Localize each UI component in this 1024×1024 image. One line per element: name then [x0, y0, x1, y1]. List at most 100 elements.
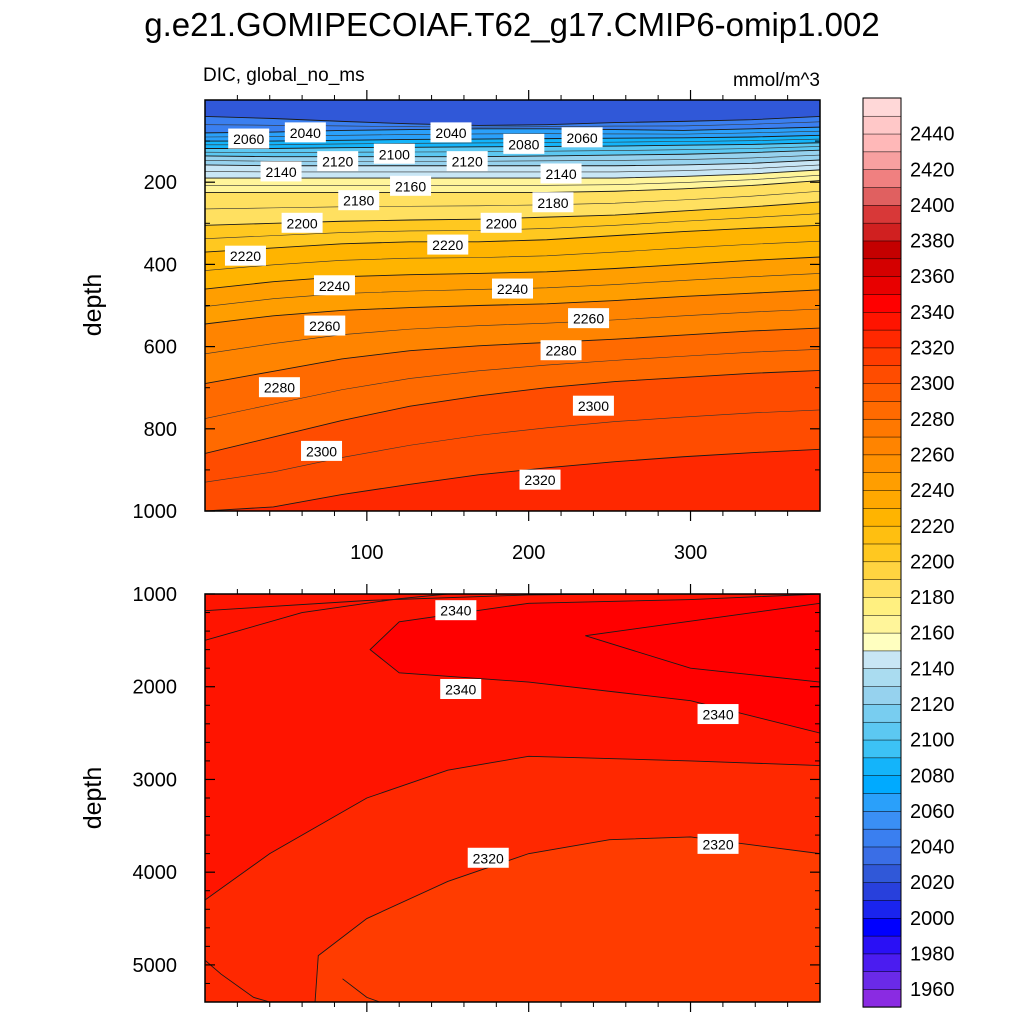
upper-x-tick-label: 200: [512, 542, 545, 564]
upper-contour-intermediate: [205, 154, 820, 162]
upper-contour-label: 2180: [338, 190, 380, 211]
upper-contour-2040: [205, 115, 820, 126]
colorbar-tick-label: 2360: [910, 266, 955, 288]
upper-contour-label-box: [540, 163, 582, 184]
colorbar-tick-label: 2120: [910, 694, 955, 716]
upper-contour-2280: [205, 327, 820, 385]
colorbar-tick-label: 2140: [910, 658, 955, 680]
colorbar-tick-label: 2440: [910, 124, 955, 146]
upper-contour-label-text: 2320: [524, 472, 555, 488]
upper-contour-label: 2260: [304, 315, 346, 336]
upper-contour-label-box: [492, 278, 533, 299]
upper-contour-label-box: [503, 133, 545, 154]
upper-contour-label-box: [281, 212, 323, 233]
upper-contour-label-text: 2140: [265, 164, 296, 180]
upper-y-tick-label: 800: [144, 419, 177, 441]
colorbar-cell: [862, 632, 902, 652]
lower-contour-label-text: 2320: [473, 850, 504, 866]
upper-contour-label-text: 2300: [578, 398, 609, 414]
upper-panel: 2060 2040 2040 2080 2060 2100 2120 2120 2140 2140…: [79, 90, 821, 564]
upper-band-2280: [205, 328, 820, 454]
colorbar-tick-label: 2320: [910, 338, 955, 360]
upper-contour-intermediate: [205, 190, 820, 210]
upper-contour-label: 2320: [519, 469, 561, 490]
colorbar-tick-label: 2260: [910, 444, 955, 466]
upper-contour-label: 2060: [228, 128, 270, 149]
colorbar-cell: [862, 721, 902, 741]
colorbar-cell: [862, 151, 902, 170]
upper-contour-label-box: [304, 315, 346, 336]
colorbar-cell: [862, 846, 902, 866]
upper-contour-label-box: [480, 212, 522, 233]
upper-contour-label-box: [427, 234, 469, 255]
lower-contour-label-text: 2340: [445, 682, 476, 698]
upper-contour-label: 2240: [313, 275, 355, 296]
upper-contour-label-text: 2280: [545, 343, 576, 359]
upper-contour-label-text: 2220: [230, 248, 261, 264]
upper-contour-label-text: 2080: [508, 136, 539, 152]
upper-y-axis-label: depth: [79, 274, 107, 337]
upper-y-tick-label: 200: [144, 172, 177, 194]
colorbar-tick-label: 2400: [910, 195, 955, 217]
colorbar-cell: [862, 739, 902, 759]
colorbar-cell: [862, 507, 902, 527]
colorbar-cell: [862, 418, 902, 438]
colorbar-cell: [862, 988, 902, 1008]
upper-contour-label: 2180: [532, 192, 574, 213]
upper-contour-label: 2140: [540, 163, 582, 184]
upper-contour-2240: [205, 256, 820, 290]
upper-contour-label-box: [258, 377, 300, 398]
colorbar-cell: [862, 953, 902, 973]
lower-y-tick-label: 5000: [133, 955, 178, 977]
upper-contour-label: 2220: [427, 234, 469, 255]
colorbar-tick-label: 1980: [910, 944, 955, 966]
upper-contour-label-text: 2060: [233, 131, 264, 147]
colorbar-cell: [862, 935, 902, 955]
upper-contour-label: 2240: [492, 278, 533, 299]
upper-contour-label: 2160: [390, 175, 432, 196]
colorbar-cell: [862, 828, 902, 848]
upper-band-2120: [205, 150, 820, 166]
upper-contour-label-box: [572, 395, 614, 416]
lower-contour-line: [205, 959, 270, 1002]
lower-contour-label-box: [697, 833, 739, 854]
upper-contour-label-box: [338, 190, 380, 211]
upper-contour-2160: [205, 169, 820, 179]
colorbar-tick-label: 2000: [910, 908, 955, 930]
upper-contour-label-box: [224, 245, 266, 266]
colorbar-cell: [862, 365, 902, 384]
lower-region-2345: [585, 602, 820, 683]
upper-contour-label-box: [568, 308, 610, 329]
upper-contour-label-text: 2240: [497, 281, 528, 297]
upper-contour-label-text: 2040: [290, 125, 321, 141]
colorbar-cell: [862, 810, 902, 830]
upper-contour-label-text: 2180: [537, 195, 568, 211]
colorbar-cell: [862, 757, 902, 776]
upper-contour-label-text: 2060: [567, 130, 598, 146]
colorbar-cell: [862, 454, 902, 473]
upper-contour-label-box: [430, 122, 472, 143]
upper-contour-label-box: [446, 151, 488, 172]
upper-band-2260: [205, 289, 820, 384]
colorbar: 1960 1980 2000 2020 2040 2060 2080 2100 2120 2140…: [862, 97, 955, 1008]
lower-y-tick-label: 3000: [133, 769, 178, 791]
upper-contour-2220: [205, 224, 820, 253]
upper-contour-label-text: 2280: [264, 380, 295, 396]
lower-contour-label-box: [440, 679, 482, 700]
lower-y-tick-label: 1000: [133, 584, 178, 606]
colorbar-cell: [862, 115, 902, 135]
colorbar-frame: [862, 97, 902, 1008]
upper-panel-contour-labels: 2060 2040 2040 2080 2060 2100 2120 2120 2140 2140…: [224, 122, 614, 490]
upper-contour-label: 2300: [572, 395, 614, 416]
colorbar-cell: [862, 543, 902, 563]
colorbar-tick-label: 2280: [910, 409, 955, 431]
colorbar-cell: [862, 614, 902, 634]
upper-contour-2320: [205, 448, 820, 511]
colorbar-cell: [862, 578, 902, 598]
upper-contour-label: 2200: [281, 212, 323, 233]
upper-contour-label-text: 2120: [322, 154, 353, 170]
variable-label: DIC, global_no_ms: [203, 65, 365, 86]
upper-contour-label-text: 2260: [309, 318, 340, 334]
upper-contour-label-box: [301, 440, 343, 461]
